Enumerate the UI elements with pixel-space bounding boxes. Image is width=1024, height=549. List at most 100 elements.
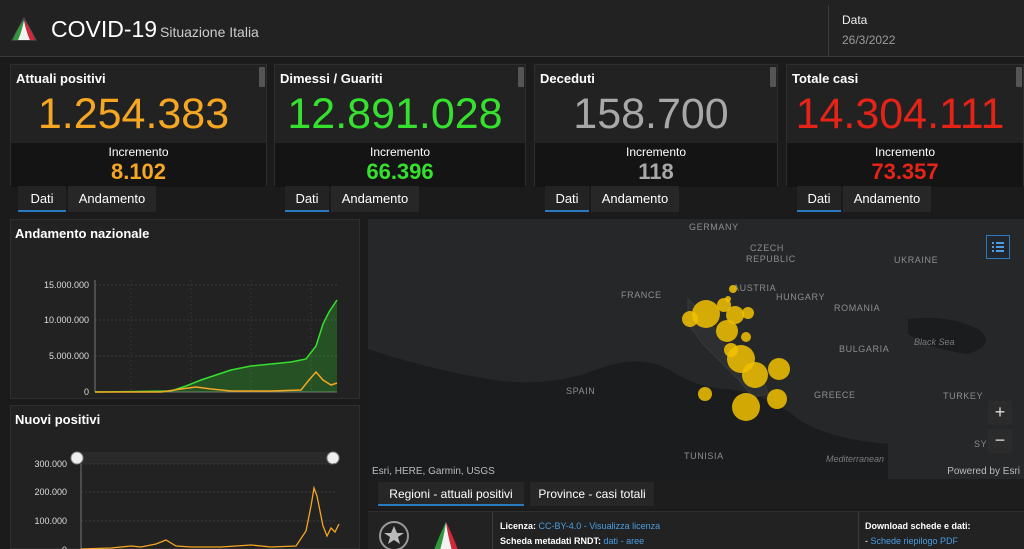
andamento-chart[interactable]: 15.000.000 10.000.000 5.000.000 0 2020 2…: [11, 240, 361, 400]
card-scrollbar[interactable]: [770, 67, 776, 87]
range-slider-handle-right[interactable]: [326, 451, 340, 465]
map-attribution: Esri, HERE, Garmin, USGS: [372, 466, 495, 477]
map-tabs: Regioni - attuali positivi Province - ca…: [368, 479, 1024, 509]
tabs-deceduti: Dati Andamento: [545, 186, 685, 212]
map-label-mediterranean: Mediterranean: [826, 454, 885, 464]
region-bubble[interactable]: [729, 285, 737, 293]
kpi-title: Attuali positivi: [16, 71, 106, 86]
nuovi-positivi-chart[interactable]: 300.000 200.000 100.000 0: [11, 436, 361, 549]
card-scrollbar[interactable]: [1016, 67, 1022, 87]
tab-province[interactable]: Province - casi totali: [530, 482, 654, 506]
region-bubble[interactable]: [682, 311, 698, 327]
grid-lines: [95, 280, 337, 392]
panel-title: Andamento nazionale: [15, 226, 150, 241]
kpi-title: Totale casi: [792, 71, 859, 86]
metadata-aree-link[interactable]: aree: [626, 536, 645, 546]
y-tick: 100.000: [34, 516, 67, 526]
divider: [492, 512, 493, 549]
tab-andamento[interactable]: Andamento: [843, 186, 931, 212]
y-tick: 15.000.000: [44, 280, 89, 290]
legend-icon[interactable]: [986, 235, 1010, 259]
map-label-spain: SPAIN: [566, 386, 596, 396]
metadata-separator: -: [618, 536, 627, 546]
pdf-download-link[interactable]: Schede riepilogo PDF: [870, 536, 959, 546]
region-bubble[interactable]: [716, 320, 738, 342]
license-value-link[interactable]: CC-BY-4.0: [538, 521, 582, 531]
map-label-black-sea: Black Sea: [914, 337, 955, 347]
license-separator: -: [581, 521, 590, 531]
y-tick: 10.000.000: [44, 315, 89, 325]
region-bubble[interactable]: [767, 389, 787, 409]
kpi-card-deceduti: Deceduti 158.700 Incremento 118: [534, 64, 778, 187]
series-guariti-area: [95, 300, 337, 392]
range-slider-handle-left[interactable]: [70, 451, 84, 465]
kpi-increment-label: Incremento: [108, 145, 169, 159]
date-box: Data 26/3/2022: [828, 5, 1024, 57]
footer-panel: Licenza: CC-BY-4.0 - Visualizza licenza …: [368, 511, 1024, 549]
app-title: COVID-19: [51, 16, 158, 42]
tab-dati[interactable]: Dati: [285, 186, 329, 212]
region-bubble[interactable]: [742, 362, 768, 388]
region-bubble[interactable]: [742, 307, 754, 319]
andamento-nazionale-panel: Andamento nazionale 15.000.000 10.000.00…: [10, 219, 361, 400]
region-bubble[interactable]: [698, 387, 712, 401]
tab-andamento[interactable]: Andamento: [591, 186, 679, 212]
metadata-dati-link[interactable]: dati: [603, 536, 619, 546]
divider: [858, 512, 859, 549]
map-label-republic: REPUBLIC: [746, 254, 796, 264]
kpi-increment: Incremento 118: [535, 143, 777, 187]
tab-dati[interactable]: Dati: [18, 186, 66, 212]
map-view[interactable]: GERMANY CZECH REPUBLIC UKRAINE FRANCE AU…: [368, 219, 1024, 479]
map-label-austria: AUSTRIA: [733, 283, 777, 293]
y-tick: 0: [84, 387, 89, 397]
kpi-increment: Incremento 66.396: [275, 143, 525, 187]
region-bubble[interactable]: [692, 300, 720, 328]
region-bubble[interactable]: [741, 332, 751, 342]
tab-dati[interactable]: Dati: [797, 186, 841, 212]
region-bubbles[interactable]: [368, 219, 1024, 479]
map-label-tunisia: TUNISIA: [684, 451, 724, 461]
kpi-value: 1.254.383: [37, 90, 230, 138]
y-tick: 5.000.000: [49, 351, 89, 361]
zoom-out-button[interactable]: −: [988, 429, 1012, 453]
map-label-bulgaria: BULGARIA: [839, 344, 890, 354]
map-label-germany: GERMANY: [689, 222, 739, 232]
tab-andamento[interactable]: Andamento: [68, 186, 156, 212]
kpi-increment: Incremento 8.102: [11, 143, 266, 187]
emblem-icon: [379, 521, 409, 549]
kpi-increment-label: Incremento: [874, 145, 936, 159]
kpi-title: Deceduti: [540, 71, 595, 86]
kpi-increment: Incremento 73.357: [787, 143, 1023, 187]
tab-regioni[interactable]: Regioni - attuali positivi: [378, 482, 524, 506]
region-bubble[interactable]: [726, 306, 744, 324]
view-license-link[interactable]: Visualizza licenza: [589, 521, 661, 531]
kpi-increment-value: 8.102: [110, 159, 167, 184]
kpi-increment-label: Incremento: [625, 145, 687, 159]
card-scrollbar[interactable]: [518, 67, 524, 87]
protezione-civile-logo-icon: [434, 522, 458, 549]
download-label: Download schede e dati:: [865, 521, 971, 531]
nuovi-positivi-panel: Nuovi positivi 300.000 200.000 100.000 0: [10, 405, 360, 549]
card-scrollbar[interactable]: [259, 67, 265, 87]
region-bubble[interactable]: [768, 358, 790, 380]
download-prefix: -: [865, 536, 871, 546]
panel-title: Nuovi positivi: [15, 412, 101, 427]
series-guariti-line: [94, 299, 338, 393]
map-label-turkey: TURKEY: [943, 391, 984, 401]
date-label: Data: [842, 13, 868, 27]
range-slider-track[interactable]: [81, 452, 335, 464]
kpi-value: 14.304.111: [795, 90, 1005, 138]
kpi-increment-value: 66.396: [366, 159, 434, 184]
y-tick: 200.000: [34, 487, 67, 497]
zoom-in-button[interactable]: +: [988, 401, 1012, 425]
map-label-france: FRANCE: [621, 290, 662, 300]
map-label-greece: GREECE: [814, 390, 856, 400]
region-bubble[interactable]: [725, 296, 731, 302]
kpi-increment-label: Incremento: [369, 145, 431, 159]
license-label: Licenza:: [500, 521, 537, 531]
tab-dati[interactable]: Dati: [545, 186, 589, 212]
esri-attribution[interactable]: Powered by Esri: [947, 466, 1020, 477]
tab-andamento[interactable]: Andamento: [331, 186, 419, 212]
region-bubble[interactable]: [732, 393, 760, 421]
